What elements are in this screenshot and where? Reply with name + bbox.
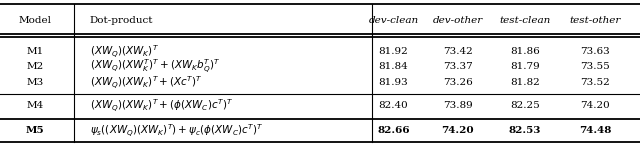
Text: 73.52: 73.52 [580, 78, 610, 87]
Text: M1: M1 [27, 47, 44, 56]
Text: 73.89: 73.89 [443, 101, 472, 110]
Text: M4: M4 [27, 101, 44, 110]
Text: 81.93: 81.93 [379, 78, 408, 87]
Text: Model: Model [19, 16, 52, 25]
Text: 73.42: 73.42 [443, 47, 472, 56]
Text: 81.79: 81.79 [510, 62, 540, 71]
Text: 73.37: 73.37 [443, 62, 472, 71]
Text: dev-other: dev-other [433, 16, 483, 25]
Text: test-clean: test-clean [499, 16, 550, 25]
Text: dev-clean: dev-clean [369, 16, 419, 25]
Text: 73.55: 73.55 [580, 62, 610, 71]
Text: 81.82: 81.82 [510, 78, 540, 87]
Text: 82.25: 82.25 [510, 101, 540, 110]
Text: $(XW_Q)(XW_K)^T + (\phi(XW_C)c^T)^T$: $(XW_Q)(XW_K)^T + (\phi(XW_C)c^T)^T$ [90, 97, 233, 114]
Text: $(XW_Q)(XW_K)^T + (Xc^T)^T$: $(XW_Q)(XW_K)^T + (Xc^T)^T$ [90, 74, 202, 91]
Text: 73.63: 73.63 [580, 47, 610, 56]
Text: Dot-product: Dot-product [90, 16, 153, 25]
Text: 74.48: 74.48 [579, 126, 611, 135]
Text: $(XW_Q)(XW_K)^T$: $(XW_Q)(XW_K)^T$ [90, 43, 159, 60]
Text: 81.92: 81.92 [379, 47, 408, 56]
Text: M2: M2 [27, 62, 44, 71]
Text: $\psi_s((XW_Q)(XW_K)^T) + \psi_c(\phi(XW_C)c^T)^T$: $\psi_s((XW_Q)(XW_K)^T) + \psi_c(\phi(XW… [90, 122, 263, 139]
Text: M3: M3 [27, 78, 44, 87]
Text: $(XW_Q)(XW_K^T)^T + (XW_K b_Q^T)^T$: $(XW_Q)(XW_K^T)^T + (XW_K b_Q^T)^T$ [90, 58, 220, 76]
Text: M5: M5 [26, 126, 45, 135]
Text: 74.20: 74.20 [442, 126, 474, 135]
Text: 82.40: 82.40 [379, 101, 408, 110]
Text: test-other: test-other [570, 16, 621, 25]
Text: 74.20: 74.20 [580, 101, 610, 110]
Text: 82.53: 82.53 [509, 126, 541, 135]
Text: 73.26: 73.26 [443, 78, 472, 87]
Text: 82.66: 82.66 [378, 126, 410, 135]
Text: 81.86: 81.86 [510, 47, 540, 56]
Text: 81.84: 81.84 [379, 62, 408, 71]
